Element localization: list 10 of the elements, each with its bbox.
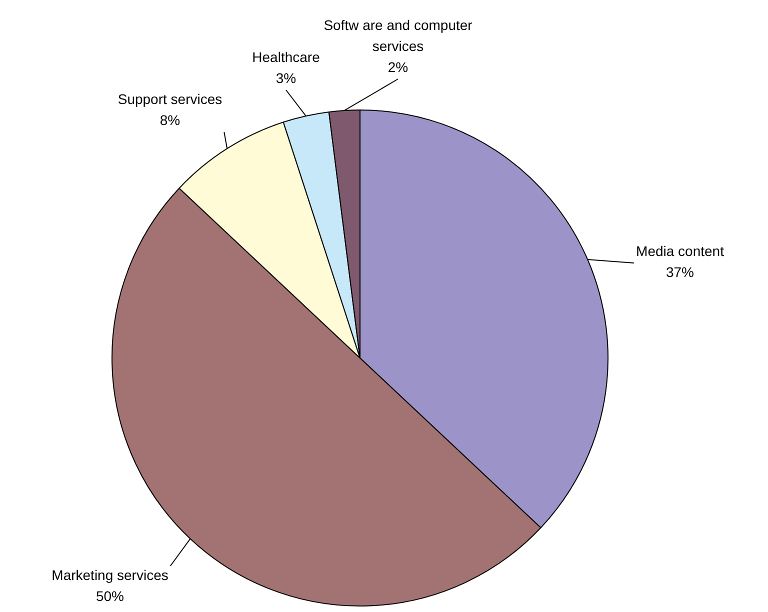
data-label: 2% <box>388 59 408 75</box>
slice-label: Healthcare <box>252 49 320 65</box>
data-label: 37% <box>666 264 694 280</box>
slice-label: Marketing services <box>52 567 168 583</box>
slice-label: Softw are and computer services <box>324 17 473 54</box>
slice-label: Media content <box>636 243 724 259</box>
data-label: 3% <box>276 70 296 86</box>
data-label: 50% <box>96 588 124 604</box>
slice-label: Support services <box>118 91 222 107</box>
data-label: 8% <box>160 112 180 128</box>
